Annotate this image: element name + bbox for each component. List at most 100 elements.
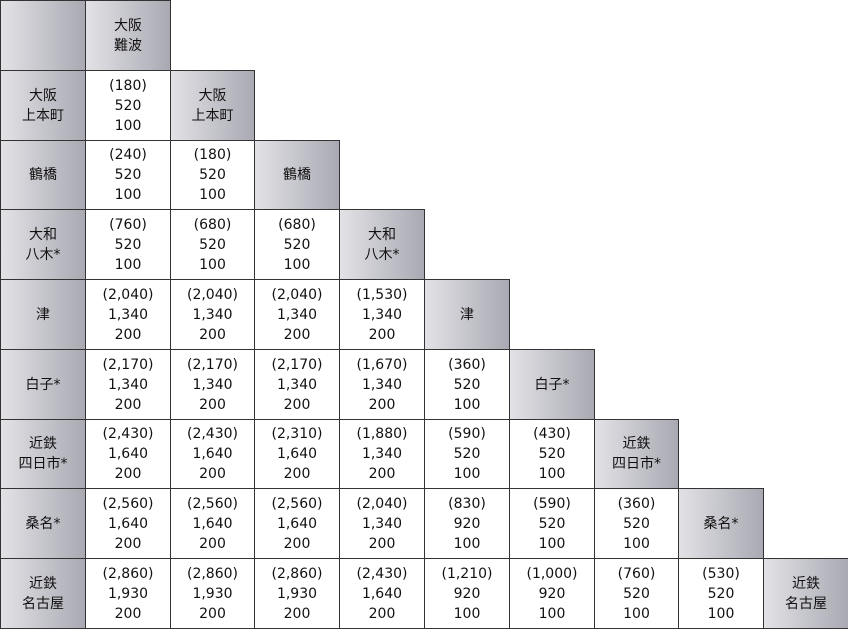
fare-text: 100 bbox=[453, 535, 481, 552]
fare-text: 200 bbox=[283, 396, 311, 413]
fare-text: (1,530) bbox=[356, 286, 408, 303]
fare-text: 200 bbox=[283, 466, 311, 482]
fare-text: 100 bbox=[538, 535, 566, 552]
fare-cell: (2,040) 1,340 200 bbox=[339, 488, 425, 559]
fare-text: 1,640 bbox=[107, 446, 149, 462]
fare-text: 1,340 bbox=[361, 306, 403, 323]
diagonal-header: 近鉄 四日市* bbox=[594, 419, 679, 489]
fare-text: 920 bbox=[453, 585, 481, 602]
fare-text: 100 bbox=[453, 396, 481, 413]
fare-text: 520 bbox=[623, 585, 650, 602]
station-name: 大和 bbox=[368, 226, 396, 243]
row-header: 大阪 上本町 bbox=[0, 70, 86, 141]
station-name: 近鉄 bbox=[29, 575, 57, 592]
fare-text: (2,860) bbox=[102, 565, 154, 582]
diagonal-header: 白子* bbox=[509, 349, 595, 420]
fare-text: (180) bbox=[109, 77, 147, 94]
fare-text: (2,560) bbox=[102, 495, 154, 512]
fare-text: 100 bbox=[114, 256, 142, 273]
fare-text: (530) bbox=[702, 565, 740, 582]
fare-text: (760) bbox=[109, 216, 147, 233]
fare-text: (2,560) bbox=[186, 495, 238, 512]
fare-cell: (2,560) 1,640 200 bbox=[170, 488, 255, 559]
fare-text: 1,640 bbox=[276, 515, 318, 532]
fare-text: 200 bbox=[368, 535, 396, 552]
fare-text: 200 bbox=[199, 396, 226, 413]
station-name: 大阪 bbox=[29, 87, 57, 104]
fare-text: 1,640 bbox=[192, 515, 233, 532]
fare-text: 1,640 bbox=[361, 585, 403, 602]
fare-cell: (1,000) 920 100 bbox=[509, 558, 595, 629]
station-name: 名古屋 bbox=[22, 595, 64, 612]
fare-cell: (760) 520 100 bbox=[594, 558, 679, 629]
row-header: 白子* bbox=[0, 349, 86, 420]
diagonal-header: 大阪 難波 bbox=[85, 0, 171, 71]
fare-cell: (680) 520 100 bbox=[254, 209, 340, 280]
fare-text: 200 bbox=[368, 326, 396, 343]
fare-text: 520 bbox=[199, 236, 226, 253]
fare-cell: (2,170) 1,340 200 bbox=[85, 349, 171, 420]
fare-text: 520 bbox=[707, 585, 735, 602]
fare-text: 520 bbox=[538, 515, 566, 532]
diagonal-header: 近鉄 名古屋 bbox=[763, 558, 848, 629]
station-name: 近鉄 bbox=[29, 436, 57, 452]
fare-cell: (2,560) 1,640 200 bbox=[85, 488, 171, 559]
fare-text: 1,340 bbox=[107, 306, 149, 323]
fare-cell: (360) 520 100 bbox=[424, 349, 510, 420]
station-name: 八木* bbox=[25, 246, 61, 263]
fare-text: 100 bbox=[623, 535, 650, 552]
fare-text: 1,930 bbox=[107, 585, 149, 602]
fare-text: 100 bbox=[453, 466, 481, 482]
station-name: 大和 bbox=[29, 226, 57, 243]
fare-cell: (2,040) 1,340 200 bbox=[85, 279, 171, 350]
fare-text: (2,170) bbox=[271, 356, 323, 373]
fare-text: 520 bbox=[114, 97, 142, 114]
fare-text: (2,040) bbox=[271, 286, 323, 303]
fare-text: 520 bbox=[114, 167, 142, 183]
fare-text: 200 bbox=[114, 605, 142, 622]
fare-text: 200 bbox=[199, 326, 226, 343]
fare-text: (2,040) bbox=[356, 495, 408, 512]
station-name: 近鉄 bbox=[622, 436, 651, 452]
fare-cell: (760) 520 100 bbox=[85, 209, 171, 280]
fare-cell: (2,860) 1,930 200 bbox=[85, 558, 171, 629]
fare-text: (680) bbox=[278, 216, 316, 233]
diagonal-header: 大和 八木* bbox=[339, 209, 425, 280]
fare-cell: (2,430) 1,640 200 bbox=[85, 419, 171, 489]
station-name: 大阪 bbox=[114, 17, 142, 34]
fare-text: 100 bbox=[114, 187, 142, 203]
fare-text: 100 bbox=[538, 605, 566, 622]
fare-cell: (680) 520 100 bbox=[170, 209, 255, 280]
fare-text: (2,430) bbox=[102, 426, 154, 442]
fare-text: (2,560) bbox=[271, 495, 323, 512]
station-name: 鶴橋 bbox=[29, 167, 57, 183]
fare-text: 200 bbox=[199, 466, 226, 482]
fare-text: (1,000) bbox=[526, 565, 578, 582]
fare-text: 200 bbox=[368, 605, 396, 622]
fare-cell: (1,530) 1,340 200 bbox=[339, 279, 425, 350]
fare-text: 100 bbox=[453, 605, 481, 622]
fare-text: 100 bbox=[199, 187, 226, 203]
fare-text: (680) bbox=[193, 216, 232, 233]
fare-text: 1,340 bbox=[107, 376, 149, 393]
fare-text: (2,040) bbox=[102, 286, 154, 303]
fare-text: 520 bbox=[114, 236, 142, 253]
fare-text: (430) bbox=[533, 426, 571, 442]
station-name: 桑名* bbox=[703, 515, 739, 532]
fare-text: 1,640 bbox=[192, 446, 233, 462]
fare-cell: (530) 520 100 bbox=[678, 558, 764, 629]
fare-cell: (240) 520 100 bbox=[85, 140, 171, 210]
station-name: 名古屋 bbox=[785, 595, 827, 612]
fare-text: 100 bbox=[707, 605, 735, 622]
fare-cell: (2,560) 1,640 200 bbox=[254, 488, 340, 559]
station-name: 上本町 bbox=[191, 107, 234, 124]
fare-text: 100 bbox=[114, 117, 142, 134]
fare-text: 1,930 bbox=[276, 585, 318, 602]
fare-cell: (2,170) 1,340 200 bbox=[254, 349, 340, 420]
fare-text: 100 bbox=[283, 256, 311, 273]
fare-text: 1,640 bbox=[276, 446, 318, 462]
fare-cell: (2,430) 1,640 200 bbox=[339, 558, 425, 629]
fare-text: 200 bbox=[368, 396, 396, 413]
fare-text: 200 bbox=[199, 535, 226, 552]
fare-text: (830) bbox=[448, 495, 486, 512]
